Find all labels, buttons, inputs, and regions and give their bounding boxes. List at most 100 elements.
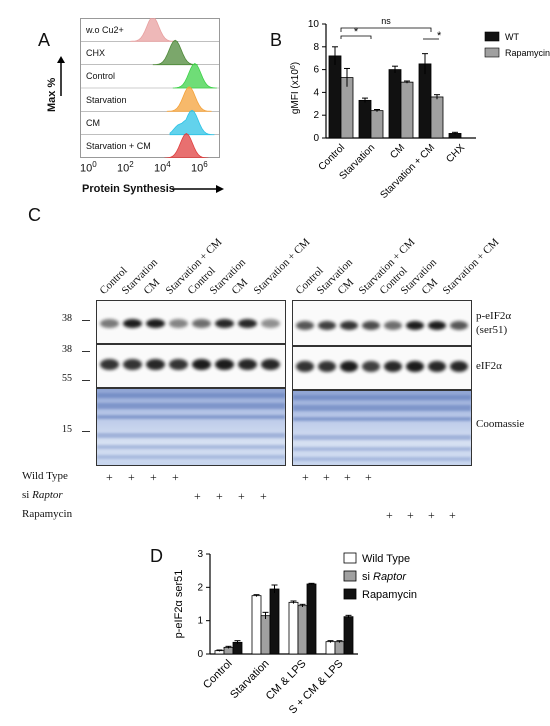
- coomassie-right: [292, 390, 472, 466]
- bar: [260, 615, 271, 655]
- histogram-curve: [152, 39, 198, 66]
- lane-label: Starvation + CM: [440, 236, 502, 297]
- bar: [370, 110, 384, 139]
- mw-label-top: 38: [62, 313, 72, 324]
- condition-plus: +: [365, 470, 372, 484]
- blot-band: [384, 361, 402, 372]
- histogram-row-label: CM: [86, 117, 100, 128]
- histogram-row-label: Starvation: [86, 94, 127, 105]
- condition-plus: +: [172, 470, 179, 484]
- blot-band: [238, 359, 257, 370]
- bar: [288, 601, 299, 655]
- blot-band: [406, 361, 424, 372]
- blot-band: [192, 359, 211, 370]
- blot-band: [238, 319, 257, 328]
- label-p-eif2a-sub: (ser51): [476, 324, 508, 336]
- histogram-row-label: Control: [86, 71, 116, 82]
- histogram-tick-label: 102: [117, 160, 134, 175]
- legend-swatch: [343, 552, 357, 564]
- legend-swatch: [484, 47, 500, 58]
- y-axis-label: p-eIF2α ser51: [173, 570, 185, 639]
- x-tick-label: Starvation + CM: [378, 142, 437, 198]
- blot-band: [296, 361, 314, 372]
- blot-band: [406, 321, 424, 330]
- x-tick-label: CHX: [444, 142, 467, 165]
- blot-band: [318, 361, 336, 372]
- panel-c-letter: C: [28, 205, 41, 225]
- condition-plus: +: [216, 489, 223, 503]
- y-tick-label: 3: [197, 549, 203, 560]
- y-tick-label: 1: [197, 616, 203, 627]
- condition-label: Wild Type: [22, 470, 68, 482]
- y-tick-label: 10: [308, 19, 320, 30]
- histogram-xlabel: Protein Synthesis: [82, 183, 175, 195]
- histogram-panel: [80, 18, 220, 158]
- mw-label-mid1: 38: [62, 344, 72, 355]
- condition-plus: +: [344, 470, 351, 484]
- y-tick-label: 0: [313, 133, 319, 144]
- significance-label: *: [354, 26, 359, 38]
- blot-band: [340, 321, 358, 330]
- bar: [251, 595, 262, 655]
- bar: [343, 616, 354, 655]
- histogram-tick-label: 106: [191, 160, 208, 175]
- blot-band: [146, 359, 165, 370]
- histogram-curve: [172, 63, 217, 89]
- label-p-eif2a: p-eIF2α: [476, 310, 512, 322]
- mw-label-mid2: 55: [62, 373, 72, 384]
- condition-label: si Raptor: [22, 489, 63, 501]
- bar: [400, 81, 414, 139]
- label-eif2a: eIF2α: [476, 360, 502, 372]
- condition-plus: +: [238, 489, 245, 503]
- coomassie-left: [96, 388, 286, 466]
- mw-label-coom: 15: [62, 424, 72, 435]
- blot-p-eif2a-left: [96, 300, 286, 344]
- condition-plus: +: [194, 489, 201, 503]
- blot-band: [362, 361, 380, 372]
- y-axis-label: gMFI (x106): [290, 62, 302, 114]
- blot-band: [428, 361, 446, 372]
- blot-band: [450, 321, 468, 330]
- legend-label: Rapamycin: [505, 48, 550, 58]
- condition-plus: +: [428, 508, 435, 522]
- bar: [430, 96, 444, 139]
- y-tick-label: 2: [313, 110, 319, 121]
- condition-plus: +: [323, 470, 330, 484]
- histogram-row-label: Starvation + CM: [86, 141, 151, 152]
- histogram-tick-label: 100: [80, 160, 97, 175]
- bar: [418, 63, 432, 139]
- blot-band: [123, 319, 142, 328]
- condition-plus: +: [449, 508, 456, 522]
- blot-band: [340, 361, 358, 372]
- bar: [297, 605, 308, 655]
- y-arrow-icon: [57, 56, 65, 96]
- condition-plus: +: [128, 470, 135, 484]
- panel-a-letter: A: [38, 30, 51, 50]
- histogram-curve: [130, 18, 176, 42]
- condition-plus: +: [106, 470, 113, 484]
- label-coomassie: Coomassie: [476, 418, 525, 430]
- bar: [306, 583, 317, 655]
- condition-plus: +: [302, 470, 309, 484]
- legend-swatch: [484, 31, 500, 42]
- blot-eif2a-left: [96, 344, 286, 388]
- significance-label: *: [437, 30, 442, 42]
- legend-label: si Raptor: [362, 571, 407, 583]
- blot-band: [362, 321, 380, 330]
- histogram-curve: [166, 86, 212, 112]
- blot-band: [100, 319, 119, 328]
- histogram-curve: [169, 109, 215, 136]
- y-tick-label: 8: [313, 42, 319, 53]
- y-tick-label: 4: [313, 87, 319, 98]
- blot-band: [296, 321, 314, 330]
- bar: [328, 55, 342, 139]
- y-tick-label: 2: [197, 582, 203, 593]
- significance-label: ns: [381, 16, 391, 26]
- bar: [325, 641, 336, 655]
- legend-swatch: [343, 570, 357, 582]
- blot-band: [215, 359, 234, 370]
- blot-band: [261, 359, 280, 370]
- y-tick-label: 6: [313, 65, 319, 76]
